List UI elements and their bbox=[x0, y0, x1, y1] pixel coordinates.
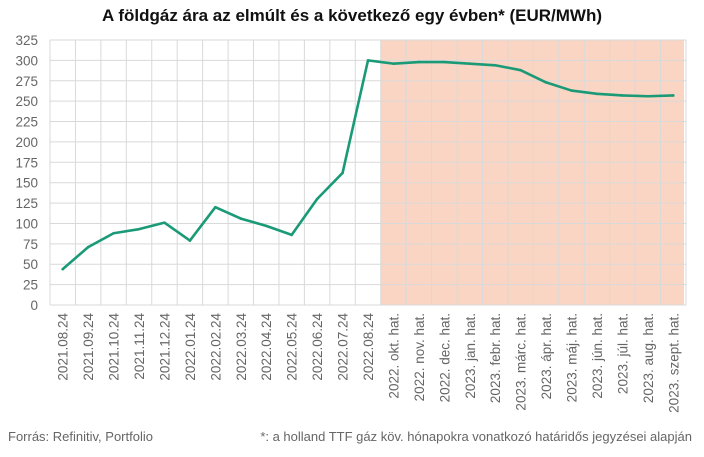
forecast-band bbox=[380, 40, 684, 305]
y-tick-label: 325 bbox=[15, 33, 38, 48]
footer-source: Forrás: Refinitiv, Portfolio bbox=[8, 429, 153, 444]
data-point bbox=[315, 197, 319, 201]
data-point bbox=[595, 92, 599, 96]
data-point bbox=[239, 217, 243, 220]
data-point bbox=[163, 221, 166, 224]
data-point bbox=[264, 224, 268, 228]
x-axis-ticks: 2021.08.24 2021.09.24 2021.10.24 2021.11.24… bbox=[56, 313, 682, 413]
x-tick-label: 2022.03.24 bbox=[234, 313, 249, 381]
data-point bbox=[570, 89, 573, 92]
y-tick-label: 50 bbox=[23, 257, 38, 272]
x-tick-label: 2023. máj. hat. bbox=[565, 313, 580, 402]
grid-lines bbox=[49, 39, 687, 306]
x-tick-label: 2022.01.24 bbox=[183, 313, 198, 381]
y-tick-label: 275 bbox=[15, 74, 38, 89]
x-tick-label: 2022.08.24 bbox=[361, 313, 376, 381]
data-point bbox=[621, 94, 624, 97]
y-tick-label: 0 bbox=[30, 298, 38, 313]
x-tick-label: 2023. aug. hat. bbox=[641, 313, 656, 403]
data-point bbox=[188, 239, 192, 242]
data-point bbox=[671, 94, 675, 97]
data-point bbox=[86, 245, 90, 249]
y-axis-ticks: 0 25 50 75 100 125 150 175 200 225 250 275 300 325 bbox=[15, 33, 38, 313]
data-point bbox=[290, 233, 293, 237]
y-tick-label: 250 bbox=[15, 94, 38, 109]
data-point bbox=[544, 81, 548, 84]
x-tick-label: 2023. jan. hat. bbox=[463, 313, 478, 399]
data-point bbox=[341, 171, 344, 175]
data-point bbox=[366, 59, 370, 62]
x-tick-label: 2023. jún. hat. bbox=[590, 313, 605, 399]
x-tick-label: 2021.11.24 bbox=[132, 313, 147, 380]
x-tick-label: 2023. júl. hat. bbox=[615, 313, 630, 394]
y-tick-label: 200 bbox=[15, 135, 38, 150]
x-tick-label: 2021.10.24 bbox=[107, 313, 122, 381]
data-point bbox=[214, 205, 217, 209]
data-point bbox=[646, 94, 650, 98]
x-tick-label: 2022. dec. hat. bbox=[437, 313, 452, 402]
y-tick-label: 25 bbox=[23, 278, 38, 293]
y-tick-label: 175 bbox=[15, 155, 38, 170]
data-point bbox=[417, 60, 421, 64]
y-tick-label: 75 bbox=[23, 237, 38, 252]
data-point bbox=[137, 227, 141, 231]
x-tick-label: 2022.05.24 bbox=[285, 313, 300, 381]
x-tick-label: 2023. febr. hat. bbox=[488, 313, 503, 403]
x-tick-label: 2022.06.24 bbox=[310, 313, 325, 381]
y-tick-label: 300 bbox=[15, 53, 38, 68]
x-tick-label: 2023. szept. hat. bbox=[666, 313, 681, 413]
y-tick-label: 100 bbox=[15, 216, 38, 231]
x-tick-label: 2021.08.24 bbox=[56, 313, 71, 381]
chart-title: A földgáz ára az elmúlt és a következő e… bbox=[101, 6, 603, 25]
y-tick-label: 150 bbox=[15, 176, 38, 191]
data-point bbox=[519, 68, 522, 72]
x-tick-label: 2023. márc. hat. bbox=[514, 313, 529, 411]
y-tick-label: 125 bbox=[15, 196, 38, 211]
x-tick-label: 2022. okt. hat. bbox=[386, 313, 401, 399]
data-point bbox=[468, 62, 472, 65]
data-point bbox=[112, 231, 115, 235]
data-point bbox=[392, 62, 395, 65]
x-tick-label: 2023. ápr. hat. bbox=[539, 313, 554, 399]
x-tick-label: 2022.02.24 bbox=[208, 313, 223, 381]
data-point bbox=[61, 267, 65, 271]
data-points bbox=[61, 59, 675, 271]
x-tick-label: 2021.09.24 bbox=[81, 313, 96, 381]
x-tick-label: 2022.07.24 bbox=[336, 313, 351, 381]
x-tick-label: 2021.12.24 bbox=[157, 313, 172, 381]
x-tick-label: 2022. nov. hat. bbox=[412, 313, 427, 401]
footer-note: *: a holland TTF gáz köv. hónapokra vona… bbox=[260, 429, 692, 444]
y-tick-label: 225 bbox=[15, 115, 38, 130]
data-point bbox=[493, 63, 497, 67]
data-point bbox=[443, 60, 446, 64]
x-tick-label: 2022.04.24 bbox=[259, 313, 274, 381]
